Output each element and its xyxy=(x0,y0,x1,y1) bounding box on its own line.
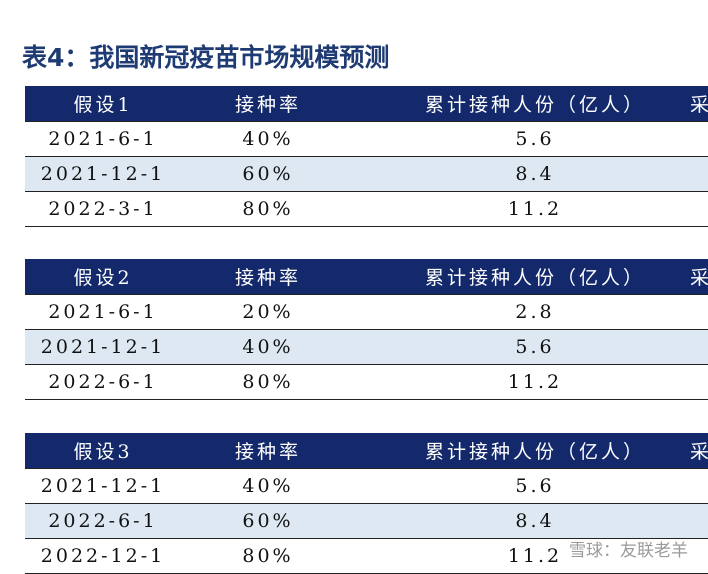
table-cell: 2021-12-1 xyxy=(40,163,166,185)
table-row: 2021-12-1 40% 5.6 xyxy=(25,330,708,365)
header-cell: 累计接种人份（亿人） xyxy=(424,94,645,116)
table-cell: 40% xyxy=(242,475,294,497)
header-cell: 累计接种人份（亿人） xyxy=(424,267,645,289)
table-row: 2022-6-1 60% 8.4 xyxy=(25,504,708,539)
header-cell: 接种率 xyxy=(234,441,301,463)
table-cell: 2021-6-1 xyxy=(48,301,158,323)
table-cell: 2022-3-1 xyxy=(48,198,158,220)
table: 假设2 接种率 累计接种人份（亿人） 采 2021-6-1 20% 2.8 2021-12-1… xyxy=(25,259,708,400)
table-cell: 5.6 xyxy=(515,475,555,497)
table-cell: 5.6 xyxy=(515,128,555,150)
table-cell: 2021-12-1 xyxy=(40,336,166,358)
table-cell: 11.2 xyxy=(507,371,563,393)
header-cell: 采 xyxy=(690,441,708,463)
header-row: 假设1 接种率 累计接种人份（亿人） 采 xyxy=(25,86,708,122)
header-cell: 接种率 xyxy=(234,267,301,289)
watermark: 雪球：友联老羊 xyxy=(569,541,688,561)
header-cell: 假设3 xyxy=(73,441,133,463)
table-row: 2021-12-1 60% 8.4 xyxy=(25,157,708,192)
table-cell: 20% xyxy=(242,301,294,323)
table-cell: 60% xyxy=(242,510,294,532)
table-cell: 2022-12-1 xyxy=(40,545,166,567)
table-cell: 8.4 xyxy=(515,163,555,185)
header-cell: 累计接种人份（亿人） xyxy=(424,441,645,463)
table-cell: 60% xyxy=(242,163,294,185)
header-cell: 接种率 xyxy=(234,94,301,116)
header-row: 假设2 接种率 累计接种人份（亿人） 采 xyxy=(25,259,708,295)
header-cell: 假设2 xyxy=(73,267,133,289)
table-cell: 80% xyxy=(242,545,294,567)
table-cell: 2022-6-1 xyxy=(48,371,158,393)
table-row: 2021-6-1 20% 2.8 xyxy=(25,295,708,330)
table-row: 2022-6-1 80% 11.2 xyxy=(25,365,708,400)
table-cell: 40% xyxy=(242,128,294,150)
table-cell: 2021-12-1 xyxy=(40,475,166,497)
table-cell: 11.2 xyxy=(507,198,563,220)
table-cell: 11.2 xyxy=(507,545,563,567)
table-cell: 5.6 xyxy=(515,336,555,358)
table-cell: 8.4 xyxy=(515,510,555,532)
table: 假设3 接种率 累计接种人份（亿人） 采 2021-12-1 40% 5.6 2022-6-1… xyxy=(25,433,708,574)
table-cell: 80% xyxy=(242,198,294,220)
table-cell: 2021-6-1 xyxy=(48,128,158,150)
header-cell: 采 xyxy=(690,94,708,116)
table-row: 2021-12-1 40% 5.6 xyxy=(25,469,708,504)
table: 假设1 接种率 累计接种人份（亿人） 采 2021-6-1 40% 5.6 2021-12-1… xyxy=(25,86,708,227)
header-row: 假设3 接种率 累计接种人份（亿人） 采 xyxy=(25,433,708,469)
header-cell: 采 xyxy=(690,267,708,289)
table-row: 2022-3-1 80% 11.2 xyxy=(25,192,708,227)
table-row: 2021-6-1 40% 5.6 xyxy=(25,122,708,157)
header-cell: 假设1 xyxy=(73,94,133,116)
table-cell: 80% xyxy=(242,371,294,393)
table-cell: 2.8 xyxy=(515,301,555,323)
table-cell: 2022-6-1 xyxy=(48,510,158,532)
title: 表4：我国新冠疫苗市场规模预测 xyxy=(22,43,390,72)
table-cell: 40% xyxy=(242,336,294,358)
